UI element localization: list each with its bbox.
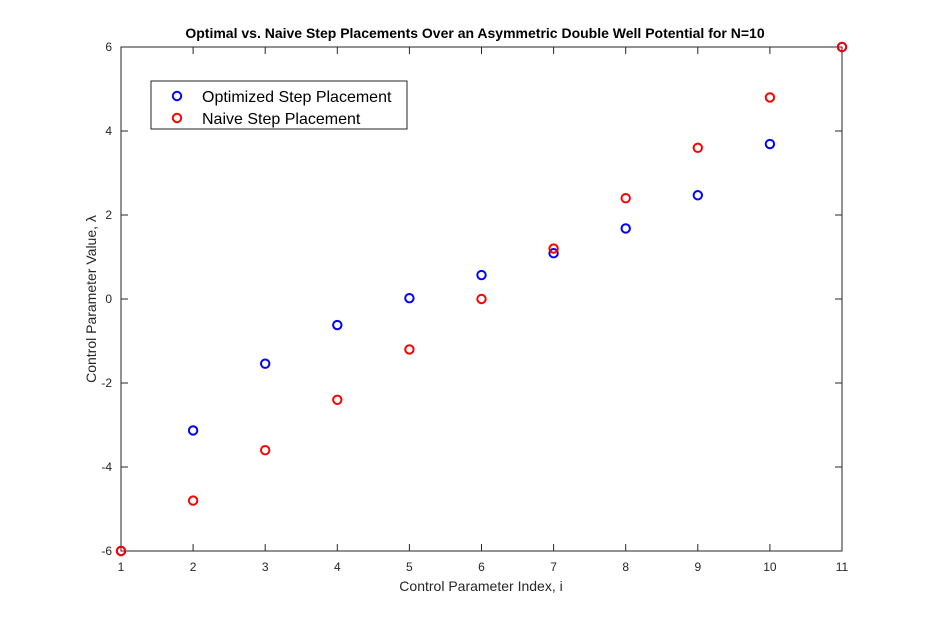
legend-marker-naive: [171, 112, 183, 124]
x-axis-ticks: 1 2 3 4 5 6 7 8 9 10 11: [118, 47, 849, 574]
x-tick-label: 5: [406, 560, 413, 574]
data-point: [332, 319, 343, 331]
data-point: [332, 394, 343, 405]
data-point: [187, 425, 199, 436]
y-tick-label: -4: [101, 460, 112, 474]
data-point: [548, 248, 559, 259]
x-tick-label: 9: [694, 560, 701, 574]
data-point: [620, 223, 631, 234]
y-tick-label: -6: [101, 544, 112, 558]
data-point: [404, 292, 415, 304]
data-point: [548, 243, 559, 254]
series-1: [115, 41, 848, 557]
y-tick-label: -2: [101, 376, 112, 390]
data-point: [836, 41, 848, 53]
legend-label-optimized: Optimized Step Placement: [202, 89, 392, 106]
x-tick-label: 11: [836, 560, 849, 574]
y-tick-label: 4: [105, 124, 112, 138]
data-point: [692, 190, 703, 201]
x-tick-label: 8: [622, 560, 629, 574]
data-point: [476, 269, 487, 281]
chart-title: Optimal vs. Naive Step Placements Over a…: [185, 25, 764, 41]
x-tick-label: 4: [334, 560, 341, 574]
y-axis-ticks: -6 -4 -2 0 2 4 6: [101, 40, 842, 558]
data-point: [764, 92, 776, 103]
x-tick-label: 10: [763, 560, 777, 574]
legend: Optimized Step Placement Naive Step Plac…: [150, 80, 408, 130]
data-point: [187, 495, 199, 506]
data-point: [692, 142, 703, 154]
x-tick-label: 1: [118, 560, 125, 574]
y-tick-label: 6: [105, 40, 112, 54]
data-point: [260, 445, 271, 456]
legend-marker-optimized: [171, 90, 183, 102]
x-tick-label: 7: [550, 560, 557, 574]
y-axis-label: Control Parameter Value, λ: [83, 215, 99, 383]
legend-label-naive: Naive Step Placement: [202, 111, 361, 128]
data-point: [260, 358, 271, 369]
data-point: [404, 344, 415, 355]
y-tick-label: 2: [105, 208, 112, 222]
data-point: [620, 193, 631, 204]
x-tick-label: 2: [190, 560, 197, 574]
y-tick-label: 0: [105, 292, 112, 306]
plot-area: [120, 46, 843, 552]
data-series: [115, 41, 848, 557]
data-point: [115, 545, 127, 557]
x-tick-label: 3: [262, 560, 269, 574]
legend-box: [150, 80, 408, 130]
x-tick-label: 6: [478, 560, 485, 574]
data-point: [476, 293, 487, 305]
x-axis-label: Control Parameter Index, i: [399, 578, 562, 594]
data-point: [764, 138, 776, 150]
